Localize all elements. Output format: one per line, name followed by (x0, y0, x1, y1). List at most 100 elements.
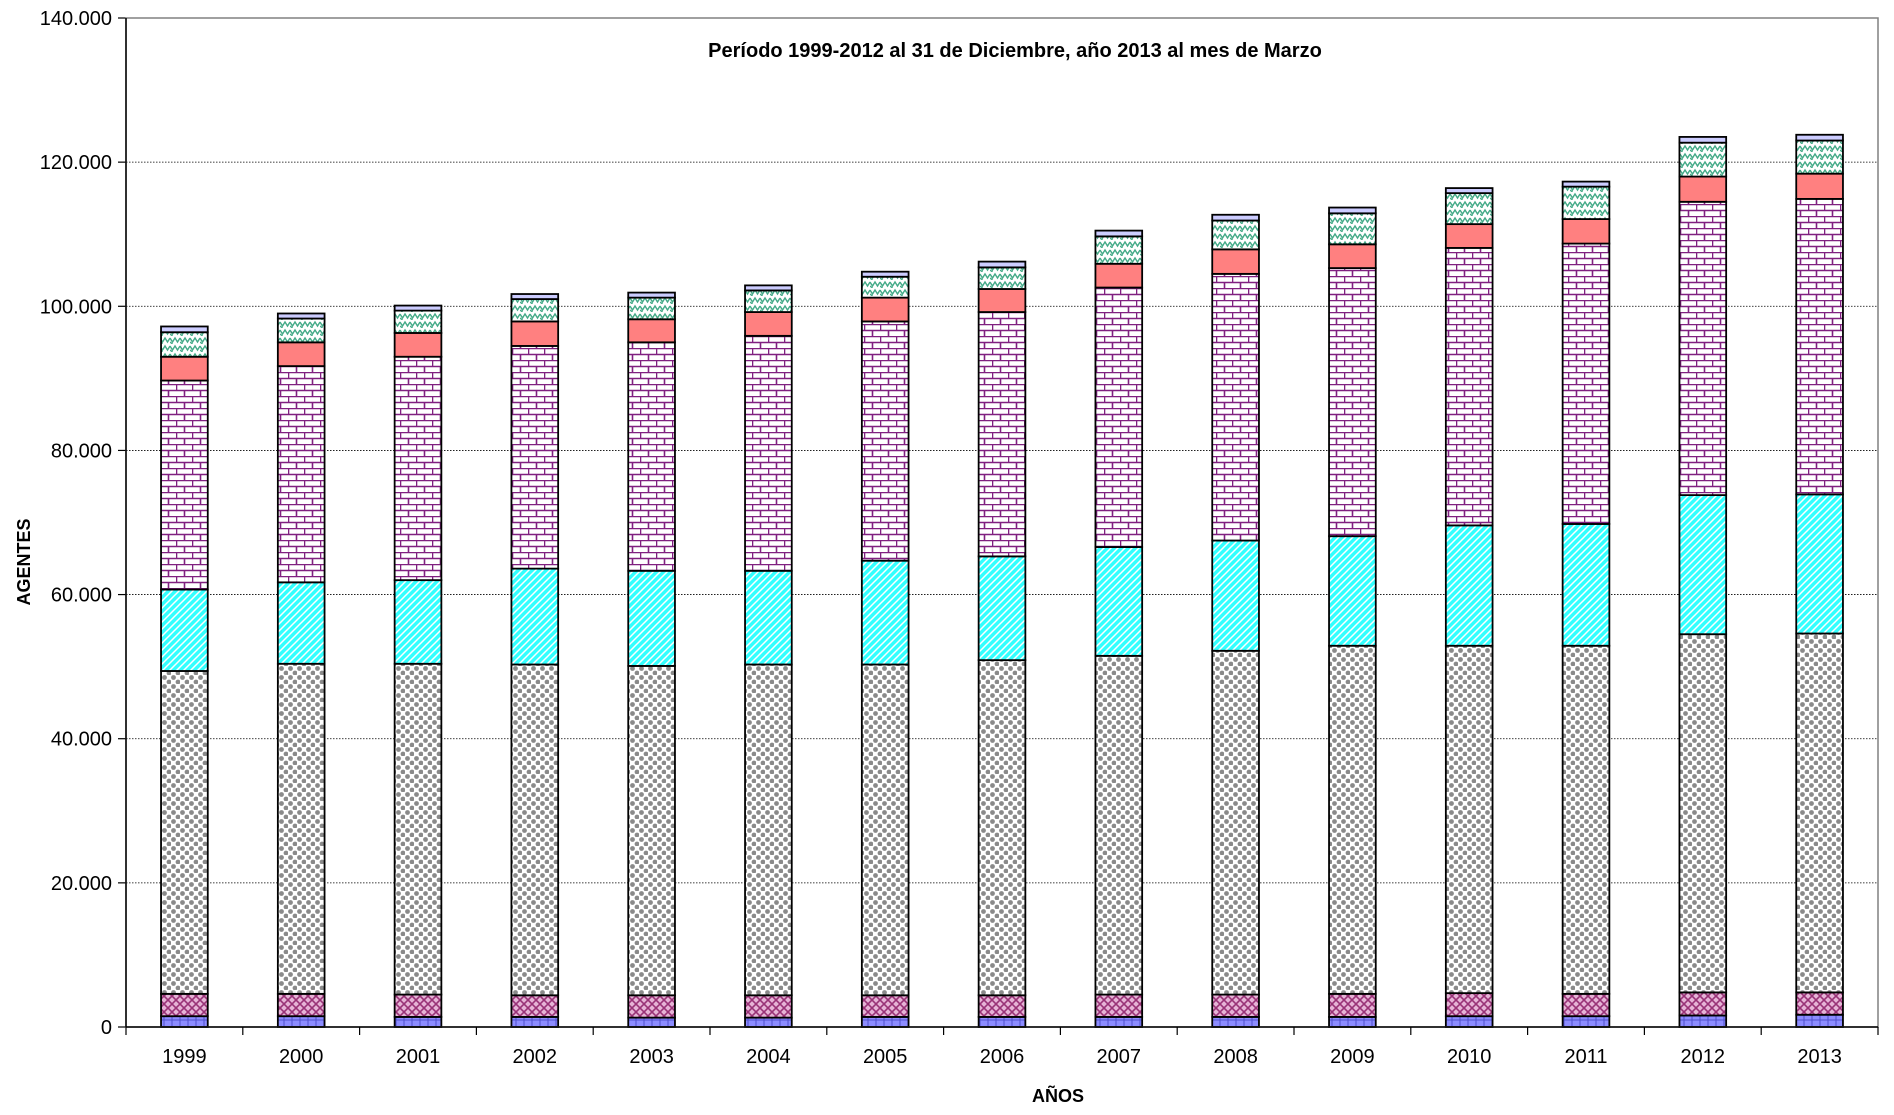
bar-segment (1211, 248, 1260, 275)
bar-segment (393, 332, 443, 358)
bar-segment (160, 379, 209, 591)
bar-segment (627, 341, 676, 572)
bar-segment (276, 581, 326, 665)
chart-title: Período 1999-2012 al 31 de Diciembre, añ… (708, 40, 1322, 62)
bar-segment (393, 355, 443, 582)
bar-segment (744, 289, 793, 313)
bar-segment (393, 309, 443, 334)
bar-segment (393, 662, 443, 996)
bar-segment (160, 331, 209, 358)
x-tick-label: 2013 (1797, 1046, 1842, 1068)
bar-segment (1444, 247, 1494, 527)
bar-segment (276, 992, 326, 1018)
x-tick-label: 2004 (746, 1046, 791, 1068)
bar-segment (744, 311, 793, 337)
bar-segment (1678, 141, 1728, 178)
bar-segment (510, 567, 560, 666)
bar-segment (1795, 139, 1844, 175)
bar-segment (160, 1015, 209, 1028)
bar-segment (510, 293, 560, 300)
bar-segment (1211, 272, 1260, 542)
bar-segment (1094, 262, 1144, 289)
y-axis-label: AGENTES (14, 518, 34, 605)
y-tick-label: 100.000 (40, 296, 112, 318)
bar-segment (627, 296, 676, 321)
bar-segment (160, 325, 209, 334)
bar-segment (860, 1016, 910, 1028)
x-axis-label: AÑOS (1032, 1085, 1084, 1106)
bar-segment (276, 1015, 326, 1028)
x-tick-label: 2012 (1681, 1046, 1726, 1068)
bar-segment (860, 559, 910, 666)
x-tick-label: 2003 (629, 1046, 674, 1068)
bar-segment (1795, 1013, 1844, 1028)
bar-segment (1795, 172, 1844, 200)
bar-segment (1561, 185, 1611, 220)
bar-segment (1561, 523, 1611, 647)
bar-segment (1678, 175, 1728, 203)
bar-segment (1444, 1015, 1494, 1028)
bar-segment (1444, 524, 1494, 647)
bar-segment (510, 298, 560, 323)
bar-segment (1328, 535, 1377, 647)
bar-segment (510, 320, 560, 347)
bar-segment (977, 994, 1027, 1018)
bar-segment (977, 311, 1027, 558)
bar-segment (977, 555, 1027, 662)
bar-segment (1561, 644, 1611, 995)
bar-segment (744, 334, 793, 572)
bars (160, 133, 1844, 1028)
bar-segment (977, 659, 1027, 997)
bar-segment (1678, 1014, 1728, 1028)
bar-segment (1328, 992, 1377, 1018)
bar-segment (744, 284, 793, 292)
bar-segment (1211, 1016, 1260, 1028)
bar-segment (393, 304, 443, 312)
bar-segment (510, 345, 560, 570)
bar-segment (1444, 644, 1494, 995)
y-tick-label: 120.000 (40, 152, 112, 174)
bar-segment (1561, 1015, 1611, 1028)
bar-segment (276, 317, 326, 344)
y-tick-label: 60.000 (51, 585, 112, 607)
bar-segment (1328, 243, 1377, 269)
bar-segment (1328, 1016, 1377, 1028)
bar-segment (744, 569, 793, 666)
bar-segment (627, 1016, 676, 1028)
axes (118, 17, 1879, 1035)
bar-segment (1211, 539, 1260, 652)
y-tick-label: 80.000 (51, 440, 112, 462)
bar-segment (627, 665, 676, 997)
bar-segment (1795, 493, 1844, 635)
x-tick-label: 1999 (162, 1046, 207, 1068)
bar-segment (1678, 136, 1728, 144)
x-tick-label: 2006 (980, 1046, 1025, 1068)
bar-segment (1561, 218, 1611, 245)
bar-segment (1094, 286, 1144, 548)
bar-segment (1094, 993, 1144, 1018)
bar-segment (1328, 267, 1377, 538)
bar-segment (1211, 219, 1260, 251)
bar-segment (1211, 993, 1260, 1018)
bar-segment (393, 993, 443, 1018)
bar-segment (1678, 991, 1728, 1017)
bar-segment (744, 994, 793, 1019)
bar-segment (977, 1016, 1027, 1028)
x-tick-label: 2001 (396, 1046, 441, 1068)
y-tick-label: 140.000 (40, 8, 112, 30)
bar-segment (744, 1016, 793, 1028)
y-tick-label: 20.000 (51, 873, 112, 895)
bar-segment (393, 579, 443, 665)
bar-segment (1094, 229, 1144, 238)
bar-segment (1444, 192, 1494, 226)
bar-segment (1444, 223, 1494, 249)
bar-segment (1561, 242, 1611, 525)
x-tick-label: 2005 (863, 1046, 908, 1068)
bar-segment (860, 270, 910, 278)
bar-segment (1795, 632, 1844, 994)
bar-segment (160, 992, 209, 1018)
bar-segment (1795, 991, 1844, 1016)
bar-segment (1795, 197, 1844, 496)
